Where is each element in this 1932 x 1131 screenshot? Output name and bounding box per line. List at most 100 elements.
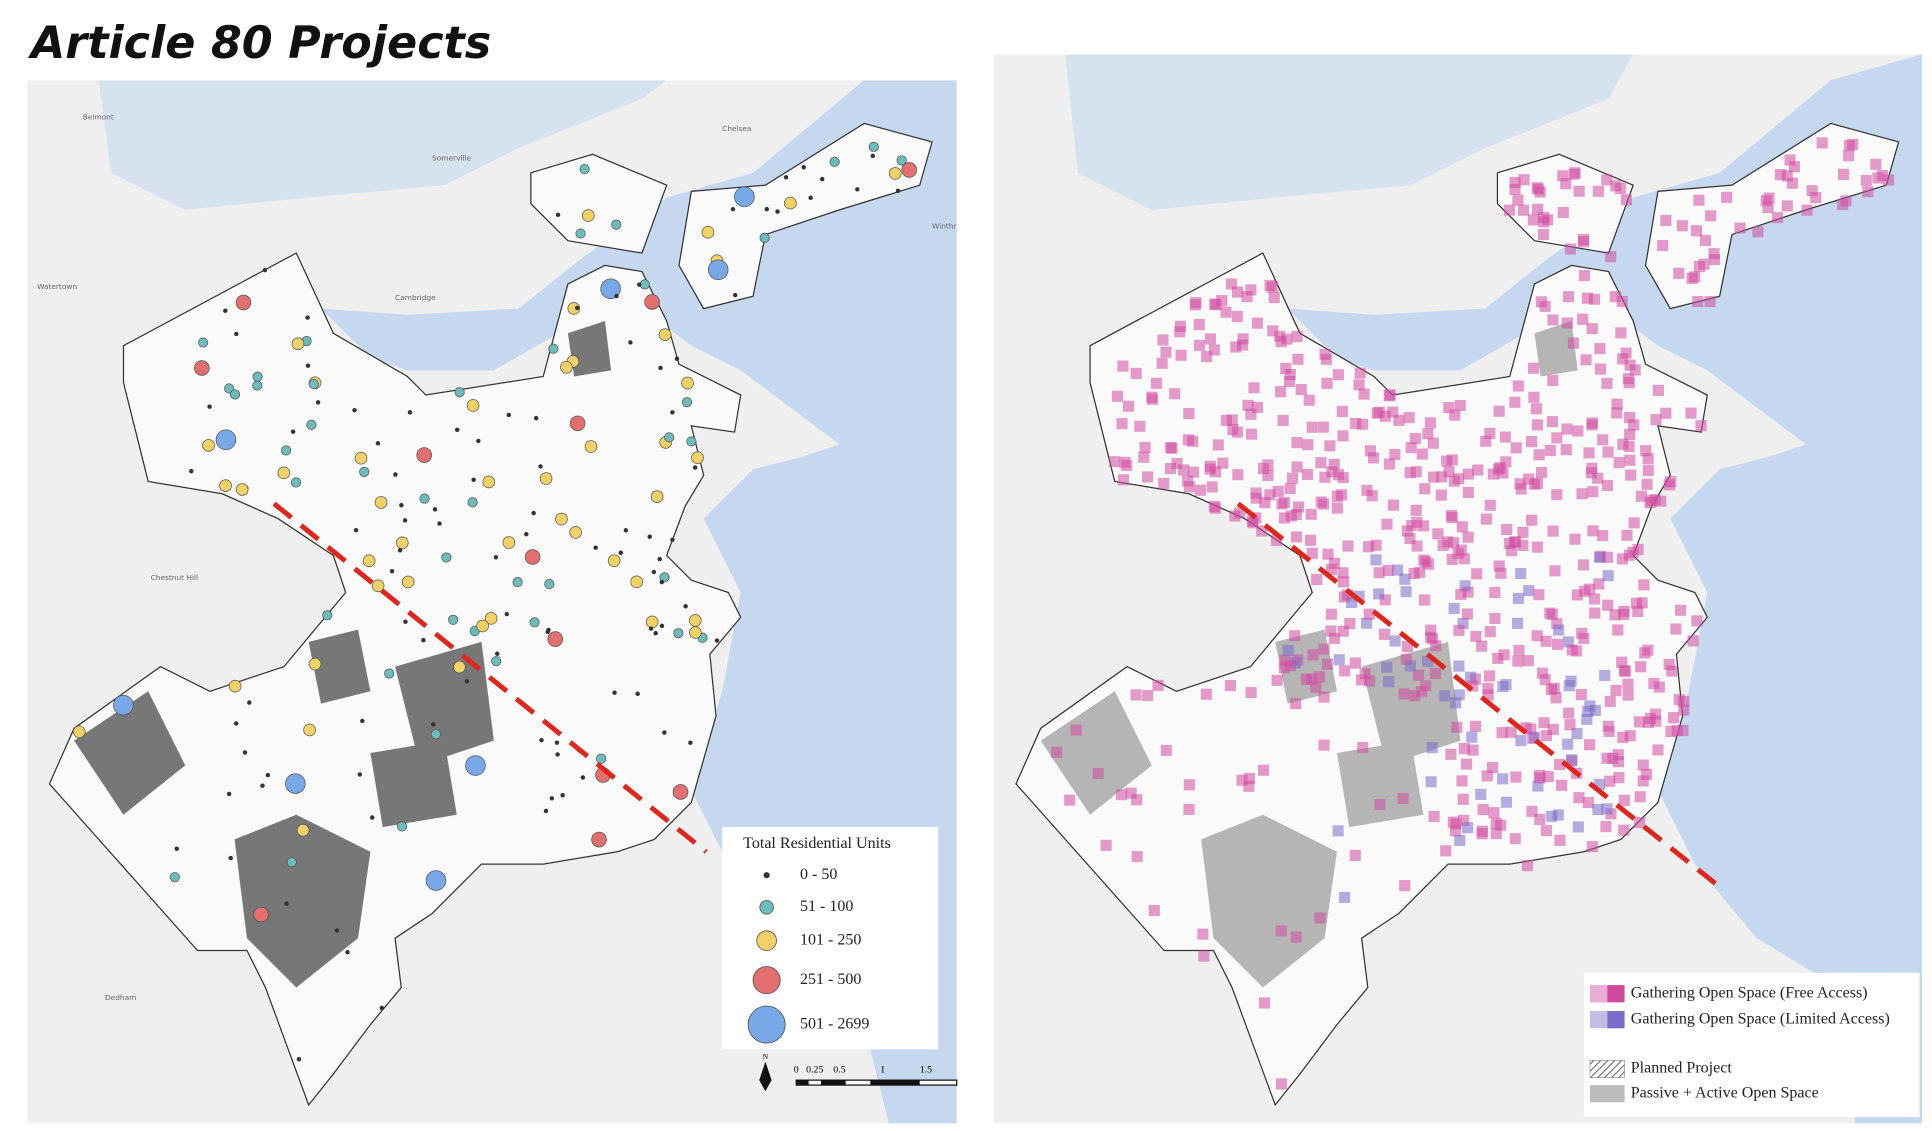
open-space-patch: [1771, 212, 1784, 224]
open-space-patch: [1333, 654, 1345, 666]
project-dot: [286, 857, 297, 868]
open-space-patch: [1337, 567, 1349, 579]
open-space-patch: [1272, 485, 1284, 497]
open-space-patch: [1589, 607, 1601, 619]
open-space-patch: [1572, 425, 1584, 437]
open-space-patch: [1319, 471, 1331, 483]
open-space-patch: [1175, 349, 1187, 361]
open-space-patch: [1632, 605, 1644, 618]
open-space-patch: [1611, 407, 1623, 419]
open-space-patch: [1843, 139, 1855, 152]
project-dot: [308, 378, 319, 390]
open-space-patch: [1666, 665, 1678, 677]
open-space-patch: [1462, 586, 1474, 598]
open-space-patch: [1660, 214, 1672, 227]
open-space-patch: [1500, 796, 1513, 808]
open-space-patch: [1593, 578, 1605, 590]
legend-swatch: [1590, 985, 1608, 1003]
project-dot: [491, 656, 502, 667]
open-space-patch: [1876, 170, 1888, 182]
open-space-patch: [1599, 669, 1611, 682]
open-space-patch: [1150, 377, 1163, 389]
open-space-patch: [1663, 479, 1675, 491]
open-space-patch: [1685, 407, 1697, 419]
project-dot: [493, 555, 499, 560]
open-space-patch: [1183, 779, 1195, 791]
open-space-patch: [1480, 435, 1492, 447]
open-space-patch: [1315, 457, 1327, 469]
open-space-patch: [1522, 655, 1534, 667]
open-space-patch: [1840, 195, 1852, 207]
open-space-patch: [1462, 531, 1474, 543]
project-dot: [539, 472, 553, 485]
project-dot: [189, 468, 194, 474]
project-dot: [371, 579, 385, 593]
open-space-patch: [1230, 341, 1242, 353]
open-space-patch: [1182, 434, 1195, 446]
open-space-patch: [1517, 526, 1529, 538]
project-dot: [315, 400, 321, 405]
open-space-patch: [1409, 432, 1421, 445]
open-space-patch: [1510, 771, 1522, 783]
project-dot: [673, 628, 684, 639]
scale-label: 0.5: [833, 1065, 845, 1076]
project-dot: [674, 356, 680, 361]
project-dot: [484, 612, 498, 625]
project-dot: [543, 808, 549, 814]
legend-label: 51 - 100: [800, 898, 853, 915]
open-space: [395, 641, 494, 766]
open-space-patch: [1476, 640, 1488, 652]
open-space-patch: [1539, 300, 1551, 312]
open-space-patch: [1561, 317, 1573, 329]
open-space-patch: [1515, 567, 1527, 580]
open-space-patch: [1548, 682, 1560, 694]
project-dot: [524, 531, 529, 537]
open-space-patch: [1250, 492, 1262, 504]
open-space-patch: [1419, 594, 1431, 606]
legend-label: 251 - 500: [800, 971, 861, 988]
open-space-patch: [1201, 351, 1213, 363]
open-space-patch: [1601, 803, 1613, 815]
open-space-patch: [1582, 796, 1594, 809]
open-space-patch: [1306, 421, 1318, 433]
open-space-patch: [1449, 825, 1461, 837]
open-space-patch: [1484, 499, 1496, 511]
open-space-patch: [1469, 720, 1482, 732]
open-space-patch: [1581, 713, 1593, 725]
open-space-patch: [1509, 833, 1521, 845]
open-space-patch: [1514, 478, 1526, 490]
project-dot: [650, 490, 664, 503]
open-space-patch: [1554, 758, 1566, 771]
open-space-patch: [1567, 337, 1579, 349]
open-space-patch: [1262, 459, 1274, 471]
open-space-patch: [1540, 635, 1552, 647]
project-dot: [701, 226, 715, 239]
open-space-patch: [1256, 525, 1268, 537]
open-space-patch: [1633, 716, 1645, 728]
open-space-patch: [1458, 743, 1470, 755]
open-space-patch: [1397, 792, 1409, 805]
project-dot: [659, 579, 665, 585]
project-dot: [379, 1005, 385, 1011]
project-dot: [596, 753, 607, 764]
project-dot: [454, 387, 465, 398]
open-space-patch: [1426, 742, 1438, 754]
open-space-patch: [1496, 727, 1508, 739]
project-dot: [691, 451, 704, 464]
open-space-patch: [1100, 839, 1112, 851]
project-dot: [658, 328, 672, 341]
project-dot: [600, 278, 621, 299]
project-dot: [707, 259, 729, 281]
open-space-patch: [1332, 825, 1344, 837]
open-space-patch: [1692, 296, 1704, 308]
open-space: [370, 740, 457, 828]
project-dot: [681, 376, 694, 390]
project-dot: [465, 755, 486, 776]
project-dot: [471, 477, 476, 483]
open-space-patch: [1471, 568, 1483, 580]
open-space-patch: [1291, 461, 1303, 473]
project-dot: [531, 510, 536, 516]
project-dot: [653, 630, 658, 636]
project-dot: [396, 821, 408, 832]
project-dot: [901, 162, 917, 178]
